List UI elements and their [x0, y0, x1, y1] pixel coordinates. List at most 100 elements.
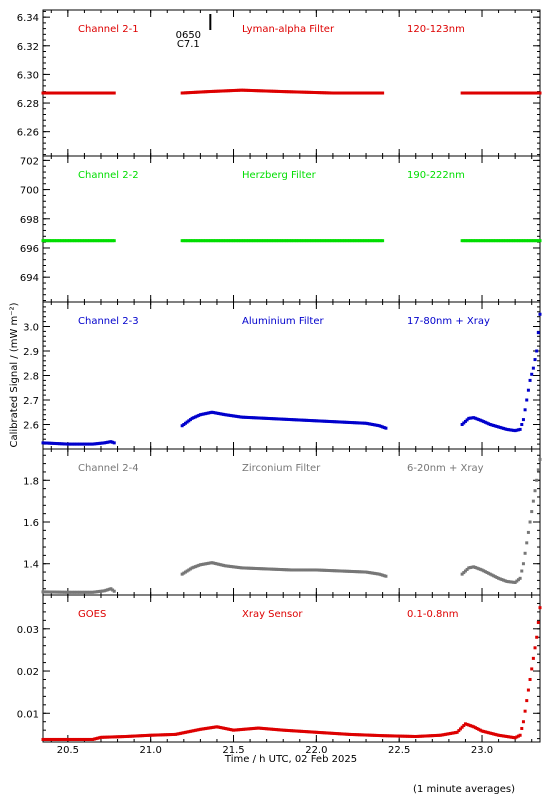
- data-point: [482, 239, 486, 243]
- data-point: [472, 91, 476, 95]
- data-point: [49, 441, 53, 445]
- data-point: [319, 239, 323, 243]
- data-point: [215, 725, 219, 729]
- data-point: [92, 442, 96, 446]
- data-point: [349, 569, 353, 573]
- data-point: [268, 239, 272, 243]
- data-point: [311, 239, 315, 243]
- data-point: [525, 541, 529, 545]
- data-point: [212, 561, 216, 565]
- data-point: [478, 91, 482, 95]
- data-point: [376, 423, 380, 427]
- data-point: [101, 91, 105, 95]
- data-point: [198, 727, 202, 731]
- data-point: [210, 561, 214, 565]
- data-point: [280, 417, 284, 421]
- data-point: [46, 737, 50, 741]
- y-tick-label: 0.03: [17, 625, 39, 636]
- data-point: [309, 90, 313, 94]
- data-point: [99, 735, 103, 739]
- data-point: [497, 733, 501, 737]
- data-point: [61, 239, 65, 243]
- data-point: [505, 239, 509, 243]
- data-point: [81, 91, 85, 95]
- data-point: [480, 568, 484, 572]
- data-point: [260, 239, 264, 243]
- data-point: [354, 239, 358, 243]
- data-point: [303, 418, 307, 422]
- data-point: [195, 239, 199, 243]
- data-point: [43, 590, 47, 594]
- data-point: [228, 413, 232, 417]
- data-point: [101, 735, 105, 739]
- data-point: [346, 569, 350, 573]
- data-point: [41, 239, 45, 243]
- data-point: [329, 420, 333, 424]
- data-point: [477, 567, 481, 571]
- data-point: [293, 418, 297, 422]
- data-point: [467, 416, 471, 420]
- data-point: [359, 421, 363, 425]
- data-point: [283, 90, 287, 94]
- data-point: [58, 239, 62, 243]
- data-point: [311, 568, 315, 572]
- data-point: [503, 734, 507, 738]
- data-point: [207, 411, 211, 415]
- data-point: [518, 427, 522, 431]
- data-point: [261, 567, 265, 571]
- data-point: [220, 89, 224, 93]
- data-point: [116, 735, 120, 739]
- data-point: [301, 239, 305, 243]
- data-point: [367, 733, 371, 737]
- data-point: [185, 730, 189, 734]
- data-point: [343, 732, 347, 736]
- data-point: [107, 735, 111, 739]
- data-point: [188, 729, 192, 733]
- data-point: [457, 729, 461, 733]
- data-point: [463, 239, 467, 243]
- data-point: [492, 239, 496, 243]
- data-point: [273, 89, 277, 93]
- data-point: [243, 239, 247, 243]
- data-point: [286, 239, 290, 243]
- data-point: [309, 568, 313, 572]
- data-point: [230, 565, 234, 569]
- data-point: [508, 91, 512, 95]
- data-point: [314, 568, 318, 572]
- data-point: [207, 726, 211, 730]
- data-point: [246, 566, 250, 570]
- data-point: [232, 89, 236, 93]
- data-point: [240, 727, 244, 731]
- data-point: [339, 91, 343, 95]
- data-point: [326, 568, 330, 572]
- data-point: [265, 567, 269, 571]
- data-point: [313, 730, 317, 734]
- data-point: [379, 239, 383, 243]
- y-tick-label: 6.32: [17, 42, 39, 53]
- data-point: [528, 239, 532, 243]
- data-point: [104, 91, 108, 95]
- data-point: [142, 734, 146, 738]
- data-point: [273, 727, 277, 731]
- data-point: [44, 91, 48, 95]
- data-point: [121, 735, 125, 739]
- data-point: [268, 417, 272, 421]
- data-point: [258, 89, 262, 93]
- data-point: [208, 411, 212, 415]
- data-point: [503, 239, 507, 243]
- data-point: [313, 90, 317, 94]
- data-point: [251, 566, 255, 570]
- data-point: [248, 727, 252, 731]
- data-point: [96, 590, 100, 594]
- data-point: [248, 239, 252, 243]
- data-point: [513, 429, 517, 433]
- data-point: [112, 735, 116, 739]
- data-point: [376, 91, 380, 95]
- data-point: [76, 737, 80, 741]
- data-point: [261, 726, 265, 730]
- data-point: [500, 578, 504, 582]
- data-point: [291, 729, 295, 733]
- data-point: [465, 567, 469, 571]
- data-point: [218, 563, 222, 567]
